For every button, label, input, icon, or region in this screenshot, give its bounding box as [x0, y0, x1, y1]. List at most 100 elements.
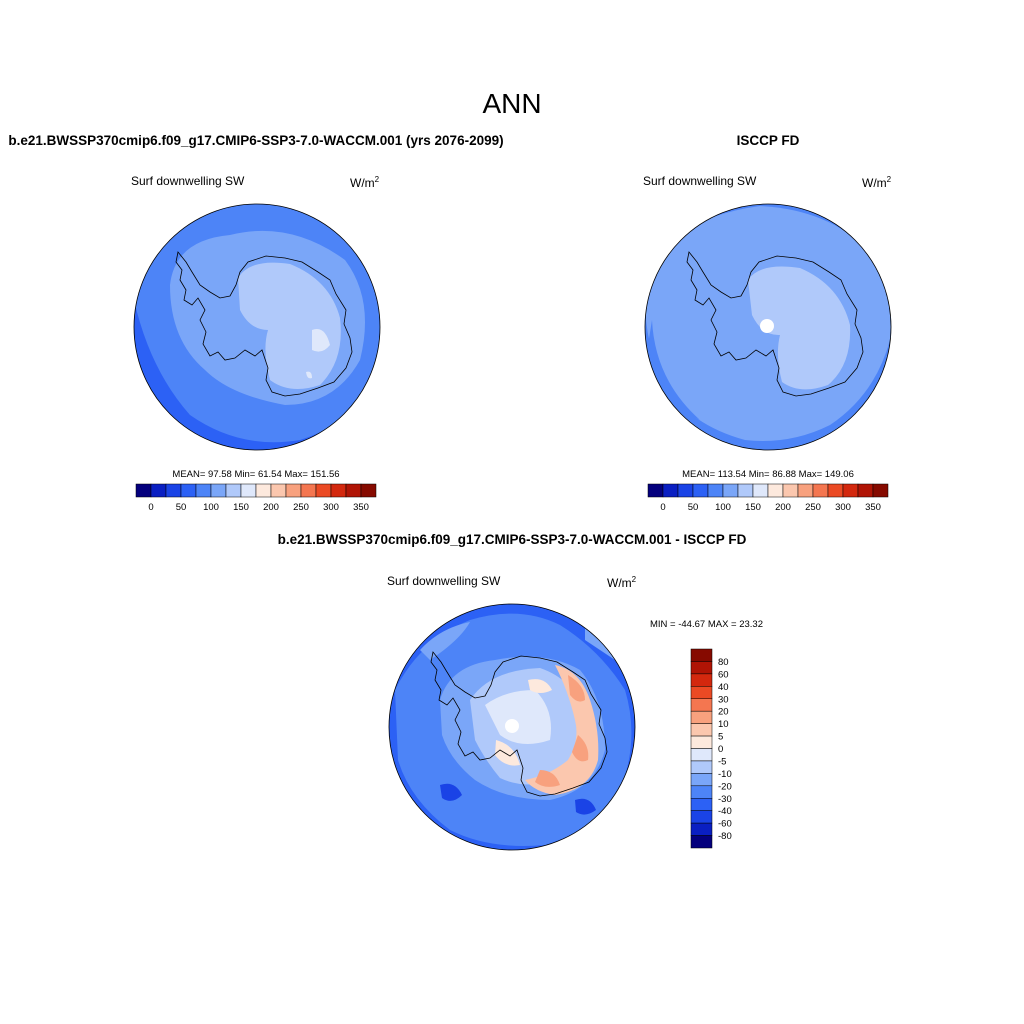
colorbar-diff-swatch [690, 735, 713, 749]
panel-obs: ISCCP FD Surf downwelling SW W/m2 MEAN= … [643, 133, 892, 513]
map-model [133, 203, 381, 451]
colorbar-model-swatch [225, 483, 242, 498]
colorbar-diff-tick-label: 30 [718, 694, 729, 705]
colorbar-obs-tick-label: 50 [688, 502, 699, 513]
colorbar-obs-swatch [707, 483, 724, 498]
colorbar-obs-swatch [752, 483, 769, 498]
colorbar-diff-swatch [690, 686, 713, 699]
colorbar-diff-tick-label: 5 [718, 732, 723, 743]
colorbar-obs-swatch [722, 483, 739, 498]
colorbar-model-tick-label: 50 [176, 502, 187, 513]
panel-obs-title: ISCCP FD [737, 133, 800, 148]
panel-diff-units: W/m2 [607, 575, 637, 590]
colorbar-model-swatch [180, 483, 197, 498]
colorbar-model-swatch [255, 483, 272, 498]
colorbar-obs: 0 50 100 150 200 250 300 350 [647, 483, 889, 513]
colorbar-obs-swatch [842, 483, 859, 498]
panel-obs-units: W/m2 [862, 175, 892, 190]
colorbar-model-swatch [285, 483, 302, 498]
colorbar-model-swatch [240, 483, 257, 498]
colorbar-diff-tick-label: -5 [718, 756, 726, 767]
colorbar-obs-swatch [692, 483, 709, 498]
colorbar-diff-tick-label: 0 [718, 744, 723, 755]
colorbar-obs-swatch [767, 483, 784, 498]
panel-model-stats: MEAN= 97.58 Min= 61.54 Max= 151.56 [172, 469, 339, 480]
colorbar-obs-tick-label: 250 [805, 502, 821, 513]
colorbar-diff-tick-label: -40 [718, 806, 732, 817]
colorbar-diff-tick-label: -20 [718, 781, 732, 792]
colorbar-model-swatch [195, 483, 212, 498]
colorbar-model-tick-label: 250 [293, 502, 309, 513]
colorbar-obs-swatch [677, 483, 694, 498]
colorbar-diff-swatch [690, 810, 713, 824]
colorbar-model-tick-label: 350 [353, 502, 369, 513]
colorbar-diff-swatch [690, 710, 713, 724]
colorbar-model-swatch [210, 483, 227, 498]
colorbar-model-swatch [165, 483, 182, 498]
colorbar-diff-tick-label: 10 [718, 719, 729, 730]
colorbar-diff-tick-label: -30 [718, 794, 732, 805]
panel-model-variable: Surf downwelling SW [131, 174, 245, 188]
colorbar-obs-swatch [782, 483, 799, 498]
colorbar-obs-tick-label: 0 [660, 502, 665, 513]
colorbar-obs-swatch [737, 483, 754, 498]
colorbar-diff-swatch [690, 822, 713, 836]
colorbar-model-swatch [360, 483, 377, 498]
colorbar-diff-swatch [690, 760, 713, 774]
panel-diff-title: b.e21.BWSSP370cmip6.f09_g17.CMIP6-SSP3-7… [278, 532, 747, 547]
panel-obs-stats: MEAN= 113.54 Min= 86.88 Max= 149.06 [682, 469, 854, 480]
colorbar-model-swatch [300, 483, 317, 498]
colorbar-diff-tick-label: -60 [718, 819, 732, 830]
panel-model-title: b.e21.BWSSP370cmip6.f09_g17.CMIP6-SSP3-7… [8, 133, 503, 148]
colorbar-model-tick-label: 200 [263, 502, 279, 513]
colorbar-obs-swatch [812, 483, 829, 498]
panel-model: b.e21.BWSSP370cmip6.f09_g17.CMIP6-SSP3-7… [8, 133, 503, 513]
colorbar-model-tick-label: 150 [233, 502, 249, 513]
colorbar-diff-swatch [690, 748, 713, 762]
colorbar-diff-tick-label: 20 [718, 707, 729, 718]
colorbar-obs-swatch [662, 483, 679, 498]
colorbar-obs-tick-label: 100 [715, 502, 731, 513]
colorbar-diff-swatch [690, 798, 713, 811]
colorbar-obs-swatch [647, 483, 664, 498]
panel-diff: b.e21.BWSSP370cmip6.f09_g17.CMIP6-SSP3-7… [278, 532, 763, 851]
colorbar-model-swatch [330, 483, 347, 498]
colorbar-model-swatch [135, 483, 152, 498]
colorbar-model-swatch [270, 483, 287, 498]
colorbar-obs-tick-label: 150 [745, 502, 761, 513]
colorbar-obs-swatch [857, 483, 874, 498]
panel-model-units: W/m2 [350, 175, 380, 190]
colorbar-diff-swatch [690, 698, 713, 712]
colorbar-model-tick-label: 300 [323, 502, 339, 513]
colorbar-diff-swatch [690, 673, 713, 687]
colorbar-diff-tick-label: -10 [718, 769, 732, 780]
colorbar-diff-tick-label: 60 [718, 669, 729, 680]
map-diff [388, 603, 636, 851]
panel-diff-stats: MIN = -44.67 MAX = 23.32 [650, 619, 763, 630]
colorbar-obs-swatch [797, 483, 814, 498]
colorbar-diff-swatch [690, 785, 713, 799]
colorbar-model-swatch [150, 483, 167, 498]
colorbar-diff-swatch [690, 648, 713, 662]
panel-diff-variable: Surf downwelling SW [387, 574, 501, 588]
colorbar-diff-tick-label: -80 [718, 831, 732, 842]
colorbar-diff-swatch [690, 835, 713, 849]
colorbar-obs-swatch [827, 483, 844, 498]
colorbar-diff-swatch [690, 661, 713, 675]
panel-obs-variable: Surf downwelling SW [643, 174, 757, 188]
colorbar-model: 0 50 100 150 200 250 300 350 [135, 483, 377, 513]
colorbar-diff-tick-label: 40 [718, 682, 729, 693]
colorbar-diff-tick-label: 80 [718, 657, 729, 668]
colorbar-model-swatch [315, 483, 332, 498]
colorbar-model-tick-label: 100 [203, 502, 219, 513]
colorbar-obs-swatch [872, 483, 889, 498]
colorbar-obs-tick-label: 200 [775, 502, 791, 513]
figure-title: ANN [482, 88, 541, 119]
map-obs [644, 203, 892, 451]
colorbar-obs-tick-label: 300 [835, 502, 851, 513]
colorbar-diff-swatch [690, 773, 713, 787]
colorbar-diff-swatch [690, 723, 713, 737]
colorbar-model-tick-label: 0 [148, 502, 153, 513]
